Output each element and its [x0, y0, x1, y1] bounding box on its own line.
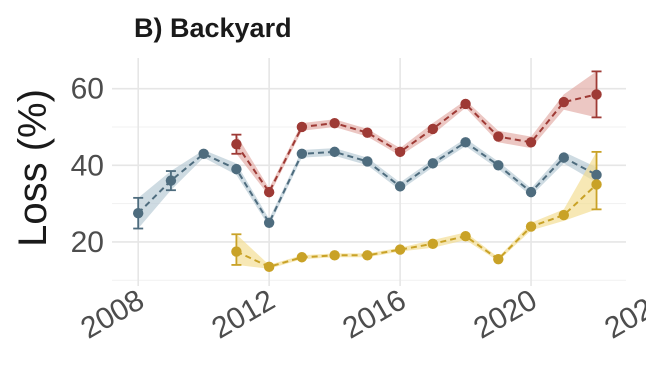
series-lines: [137, 93, 598, 268]
data-point: [460, 230, 471, 242]
data-point: [493, 160, 504, 171]
data-point: [493, 253, 504, 265]
data-point: [394, 146, 406, 158]
data-point: [525, 137, 537, 148]
x-ticks: 2008 2012 2016 2020 2024: [75, 283, 646, 345]
data-point: [558, 96, 569, 108]
data-point: [427, 158, 439, 169]
data-point: [165, 175, 177, 186]
y-tick-label: 40: [71, 149, 104, 182]
data-point: [329, 117, 340, 129]
data-point: [460, 137, 471, 148]
data-point: [427, 123, 439, 135]
data-point: [525, 186, 537, 198]
series-line: [235, 183, 598, 268]
data-point: [362, 156, 373, 167]
x-tick-label: 2024: [599, 283, 646, 345]
x-tick-label: 2020: [468, 283, 542, 345]
data-point: [525, 221, 537, 232]
data-point: [263, 217, 275, 228]
x-tick-label: 2012: [206, 283, 280, 345]
x-tick-label: 2016: [337, 283, 411, 345]
data-point: [231, 139, 242, 150]
data-point: [231, 163, 242, 175]
confidence-band: [236, 151, 597, 269]
confidence-bands: [138, 71, 597, 269]
data-point: [296, 148, 308, 159]
data-point: [296, 121, 308, 133]
data-point: [329, 250, 340, 261]
data-point: [394, 181, 406, 192]
data-point: [263, 261, 275, 273]
data-point: [460, 98, 471, 110]
data-point: [296, 252, 308, 263]
chart-title: B) Backyard: [134, 13, 292, 43]
x-tick-label: 2008: [75, 283, 149, 345]
data-point: [394, 244, 406, 255]
confidence-band: [236, 71, 597, 196]
data-point: [591, 179, 602, 190]
data-point: [558, 152, 569, 163]
data-points: [132, 89, 602, 273]
data-point: [329, 146, 340, 158]
data-point: [558, 209, 569, 221]
data-point: [493, 131, 504, 142]
y-tick-label: 20: [71, 226, 104, 259]
data-point: [427, 238, 439, 250]
y-axis-label: Loss (%): [11, 89, 55, 247]
y-tick-label: 60: [71, 73, 104, 106]
data-point: [591, 89, 602, 100]
data-point: [198, 148, 209, 159]
data-point: [263, 186, 275, 198]
y-ticks: 20 40 60: [71, 73, 104, 259]
data-point: [132, 207, 144, 219]
data-point: [362, 250, 373, 261]
data-point: [591, 169, 602, 181]
series-line: [235, 93, 597, 195]
data-point: [231, 246, 242, 257]
data-point: [362, 127, 373, 138]
grid: [112, 58, 626, 286]
